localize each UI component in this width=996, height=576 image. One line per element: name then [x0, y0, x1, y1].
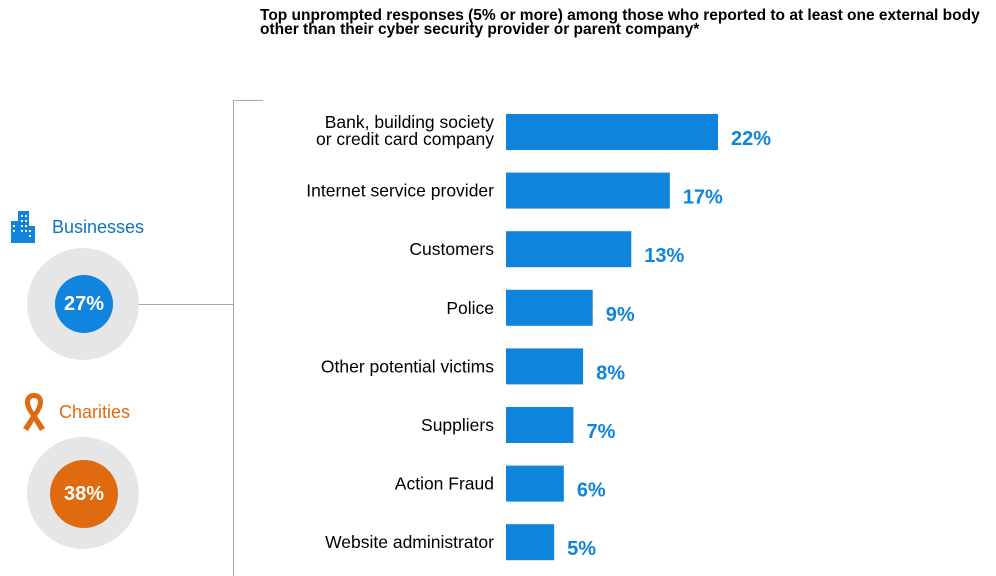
bar-0	[506, 114, 718, 150]
value-label-4: 8%	[596, 362, 625, 384]
chart-title: Top unprompted responses (5% or more) am…	[260, 7, 980, 38]
office-building-icon	[7, 209, 37, 248]
value-label-6: 6%	[577, 480, 606, 502]
category-label-6: Action Fraud	[395, 474, 494, 494]
awareness-ribbon-icon	[19, 390, 49, 437]
charities-value-badge: 38%	[50, 460, 118, 528]
category-label-7: Website administrator	[325, 532, 494, 552]
bar-3	[506, 289, 593, 326]
connector-line-vertical	[233, 100, 234, 576]
value-label-1: 17%	[683, 187, 723, 209]
businesses-value-badge: 27%	[55, 275, 113, 333]
category-label-0: Bank, building society or credit card com…	[316, 112, 494, 149]
category-label-4: Other potential victims	[321, 356, 494, 376]
value-label-5: 7%	[586, 421, 615, 443]
value-label-3: 9%	[606, 304, 635, 326]
bar-6	[506, 465, 564, 502]
connector-line-horizontal	[104, 304, 234, 305]
value-label-2: 13%	[644, 245, 684, 267]
category-label-3: Police	[446, 298, 494, 318]
businesses-label: Businesses	[52, 217, 145, 237]
category-label-1: Internet service provider	[306, 181, 494, 201]
value-label-7: 5%	[567, 538, 596, 560]
category-label-2: Customers	[409, 239, 494, 259]
value-label-0: 22%	[731, 128, 771, 150]
bar-5	[506, 407, 574, 443]
bar-7	[506, 524, 555, 561]
charities-label: Charities	[59, 402, 131, 422]
bar-chart: Bank, building society or credit card com…	[306, 112, 771, 561]
bar-2	[506, 231, 632, 268]
bar-1	[506, 172, 670, 209]
connector-line-top	[233, 100, 263, 101]
bar-4	[506, 348, 584, 385]
category-label-5: Suppliers	[421, 415, 494, 435]
